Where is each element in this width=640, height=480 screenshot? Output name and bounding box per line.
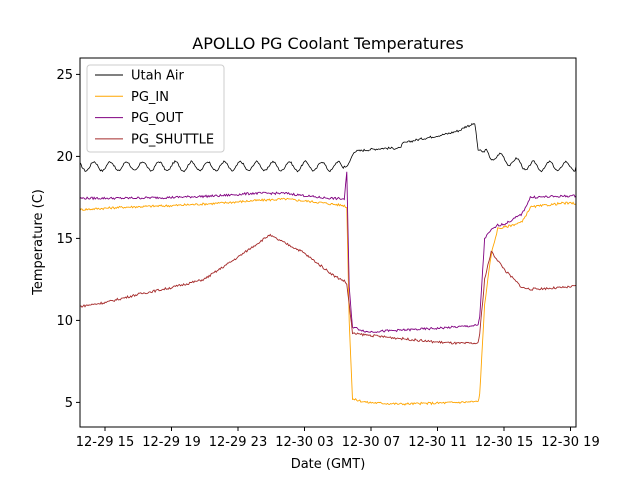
legend-box [86, 64, 225, 153]
y-tick-label: 15 [56, 232, 73, 247]
plot-frame [79, 57, 577, 428]
legend-label: PG_OUT [131, 111, 183, 126]
x-tick-label: 12-29 15 [76, 435, 134, 450]
chart-title: APOLLO PG Coolant Temperatures [192, 34, 463, 53]
series-layer [80, 122, 576, 406]
x-tick-label: 12-30 15 [475, 435, 533, 450]
x-axis: 12-29 15 12-29 19 12-29 23 12-30 03 12-30 07… [76, 427, 600, 450]
x-tick-label: 12-30 07 [342, 435, 400, 450]
y-tick-label: 5 [65, 396, 73, 411]
x-tick-label: 12-29 23 [209, 435, 267, 450]
legend-label: Utah Air [131, 69, 184, 84]
y-tick-label: 10 [56, 314, 73, 329]
series-line-utah-air [80, 122, 576, 173]
y-axis-label: Temperature (C) [31, 189, 46, 296]
legend-label: PG_SHUTTLE [131, 132, 214, 147]
legend: Utah Air PG_IN PG_OUT PG_SHUTTLE [86, 64, 225, 153]
legend-label: PG_IN [131, 90, 169, 105]
y-tick-label: 20 [56, 150, 73, 165]
x-tick-label: 12-30 11 [408, 435, 466, 450]
x-tick-label: 12-29 19 [142, 435, 200, 450]
series-line-pg-in [80, 197, 576, 406]
series-line-pg-out [80, 171, 576, 334]
y-axis: 5 10 15 20 25 [56, 68, 80, 411]
x-tick-label: 12-30 03 [275, 435, 333, 450]
series-line-pg-shuttle [80, 233, 576, 346]
y-tick-label: 25 [56, 68, 73, 83]
x-axis-label: Date (GMT) [291, 457, 366, 472]
x-tick-label: 12-30 19 [541, 435, 599, 450]
